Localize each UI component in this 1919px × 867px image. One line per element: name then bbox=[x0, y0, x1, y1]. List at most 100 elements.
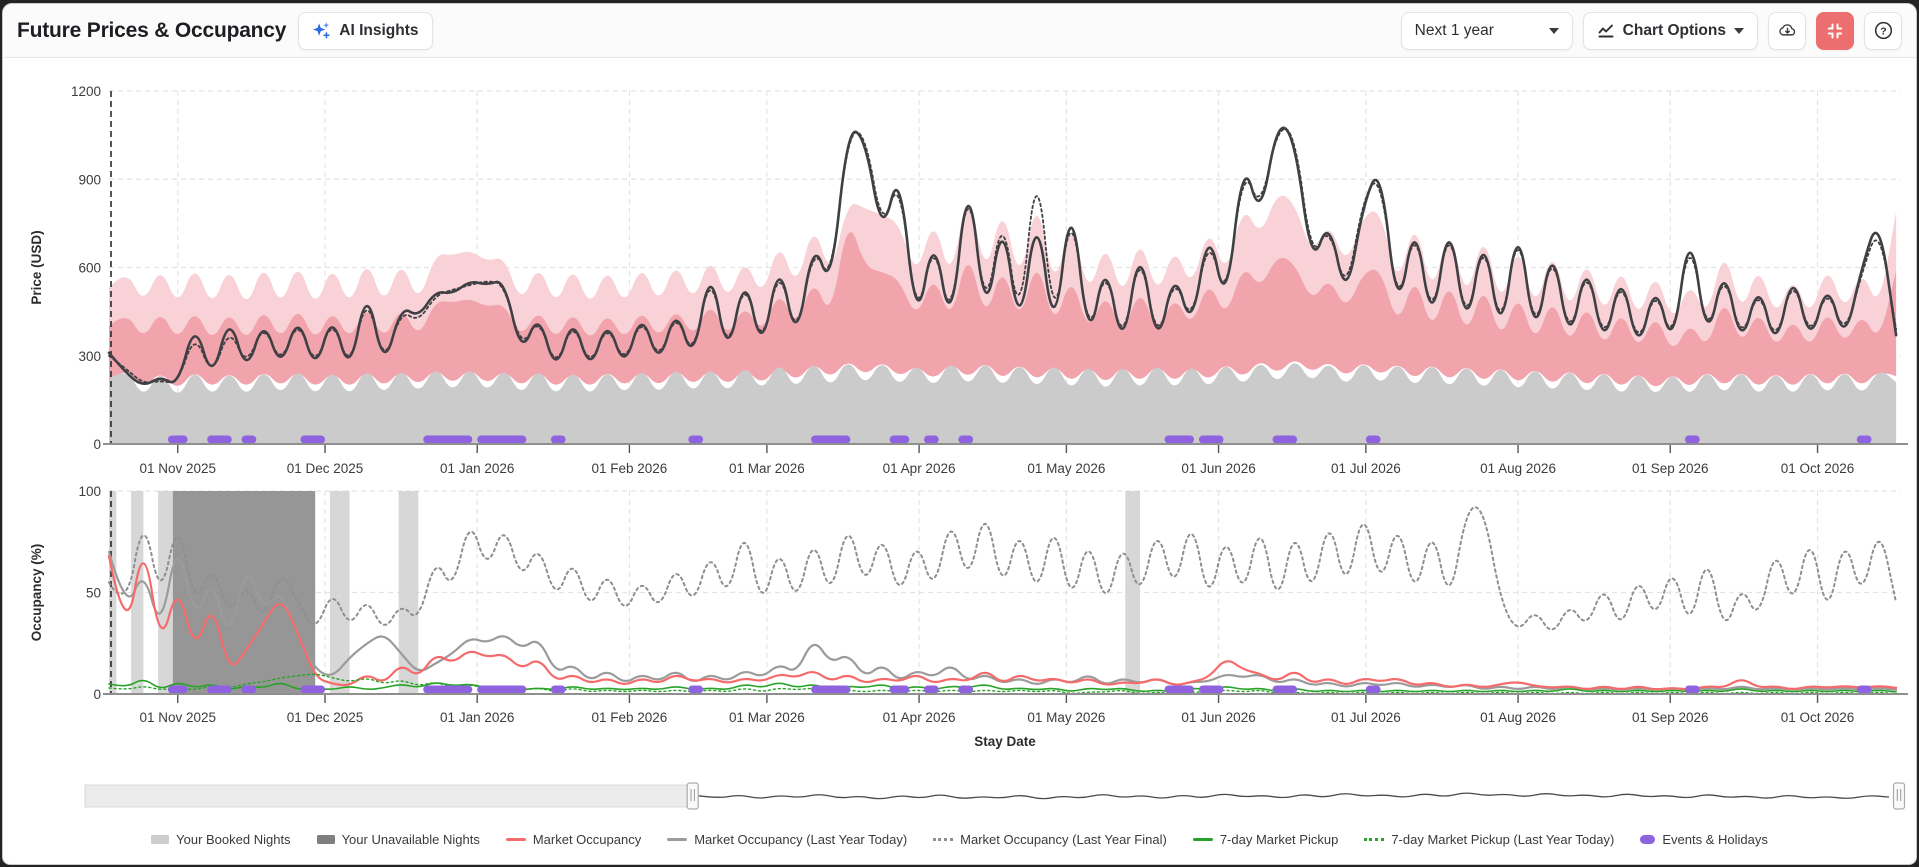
collapse-arrows-icon bbox=[1826, 22, 1844, 40]
price-chart bbox=[107, 91, 1898, 444]
price-solid-line bbox=[107, 126, 1898, 385]
download-button[interactable] bbox=[1768, 11, 1806, 50]
event-pill bbox=[1198, 435, 1224, 444]
ai-sparkle-icon bbox=[312, 21, 331, 40]
legend-label: Your Unavailable Nights bbox=[341, 832, 480, 847]
navigator-unselected-track[interactable] bbox=[84, 784, 694, 808]
event-pill bbox=[1164, 685, 1195, 694]
caret-down-icon bbox=[1548, 27, 1559, 34]
legend-item-your-unavailable-nights[interactable]: Your Unavailable Nights bbox=[316, 832, 480, 847]
legend-swatch-line bbox=[667, 838, 688, 841]
event-pill bbox=[811, 435, 851, 444]
price-month-label: 01 Dec 2025 bbox=[287, 461, 364, 476]
help-icon: ? bbox=[1873, 20, 1894, 41]
help-button[interactable]: ? bbox=[1864, 11, 1902, 50]
event-pill bbox=[423, 435, 473, 444]
legend-swatch-pill bbox=[1640, 835, 1656, 844]
event-pill bbox=[1272, 435, 1298, 444]
event-pill bbox=[300, 435, 326, 444]
future-prices-card: Future Prices & Occupancy AI Insights Ne… bbox=[2, 3, 1917, 865]
price-month-label: 01 Apr 2026 bbox=[883, 461, 956, 476]
ai-insights-label: AI Insights bbox=[339, 21, 419, 39]
legend-item-market-occupancy-last-year-final[interactable]: Market Occupancy (Last Year Final) bbox=[933, 832, 1167, 847]
chart-legend: Your Booked Nights Your Unavailable Night… bbox=[3, 832, 1916, 847]
line-chart-icon bbox=[1597, 22, 1615, 40]
event-pill bbox=[1198, 685, 1224, 694]
navigator-handle-left[interactable] bbox=[686, 782, 699, 810]
price-plot-area[interactable] bbox=[109, 91, 1901, 444]
legend-label: Market Occupancy bbox=[532, 832, 642, 847]
occupancy-plot-area[interactable] bbox=[109, 491, 1901, 694]
legend-swatch-line bbox=[1192, 838, 1213, 841]
price-month-label: 01 Aug 2026 bbox=[1480, 461, 1556, 476]
ai-insights-button[interactable]: AI Insights bbox=[298, 11, 433, 50]
navigator bbox=[84, 782, 1906, 810]
event-pill bbox=[1684, 685, 1700, 694]
event-pill bbox=[688, 685, 704, 694]
occ-pickup-line bbox=[108, 679, 1897, 693]
legend-swatch-dotted bbox=[933, 838, 954, 841]
caret-down-icon bbox=[1734, 27, 1744, 34]
navigator-preview-line bbox=[698, 792, 1890, 800]
occ-month-label: 01 Feb 2026 bbox=[592, 710, 668, 725]
stay-date-axis-title: Stay Date bbox=[974, 734, 1036, 749]
event-pill bbox=[923, 685, 939, 694]
occ-month-label: 01 Mar 2026 bbox=[729, 710, 805, 725]
legend-label: Market Occupancy (Last Year Final) bbox=[960, 832, 1167, 847]
price-y-tick-label: 0 bbox=[93, 437, 101, 452]
occ-month-label: 01 Jan 2026 bbox=[440, 710, 514, 725]
occ-market-line bbox=[107, 554, 1898, 691]
price-month-label: 01 Jan 2026 bbox=[440, 461, 514, 476]
legend-item-market-occupancy-last-year-today[interactable]: Market Occupancy (Last Year Today) bbox=[667, 832, 907, 847]
event-pill bbox=[167, 685, 188, 694]
legend-item-7-day-market-pickup-last-year-today[interactable]: 7-day Market Pickup (Last Year Today) bbox=[1364, 832, 1614, 847]
event-pill bbox=[889, 435, 910, 444]
event-pill bbox=[241, 435, 257, 444]
booked-band bbox=[329, 491, 350, 694]
occ-month-label: 01 Jun 2026 bbox=[1181, 710, 1255, 725]
occupancy-chart bbox=[107, 491, 1898, 695]
event-pill bbox=[207, 435, 232, 444]
legend-swatch-dotted bbox=[1364, 838, 1385, 841]
legend-label: 7-day Market Pickup (Last Year Today) bbox=[1391, 832, 1615, 847]
price-month-label: 01 Oct 2026 bbox=[1781, 461, 1855, 476]
occ-month-label: 01 Aug 2026 bbox=[1480, 710, 1556, 725]
event-pill bbox=[300, 685, 326, 694]
legend-swatch-rect bbox=[151, 835, 170, 844]
svg-text:?: ? bbox=[1880, 25, 1886, 37]
occ-y-tick-label: 100 bbox=[78, 484, 101, 499]
chart-options-label: Chart Options bbox=[1622, 21, 1726, 39]
event-pill bbox=[958, 435, 974, 444]
booked-band bbox=[398, 491, 419, 694]
charts-canvas: 0 300 600 900 1200 0 50 100 01 Nov 2025 01 Nov 20… bbox=[29, 84, 1908, 810]
price-base-band bbox=[109, 363, 1897, 444]
event-pill bbox=[1684, 435, 1700, 444]
page-title: Future Prices & Occupancy bbox=[17, 18, 287, 42]
legend-item-events-holidays[interactable]: Events & Holidays bbox=[1640, 832, 1768, 847]
legend-item-your-booked-nights[interactable]: Your Booked Nights bbox=[151, 832, 291, 847]
event-pill bbox=[1365, 435, 1381, 444]
event-pill bbox=[1856, 435, 1872, 444]
toolbar: Future Prices & Occupancy AI Insights Ne… bbox=[3, 4, 1916, 58]
date-range-value: Next 1 year bbox=[1414, 21, 1494, 39]
occ-month-label: 01 Jul 2026 bbox=[1331, 710, 1401, 725]
booked-band bbox=[158, 491, 173, 694]
booked-band bbox=[1125, 491, 1141, 694]
occ-axis-title: Occupancy (%) bbox=[29, 544, 44, 642]
legend-item-7-day-market-pickup[interactable]: 7-day Market Pickup bbox=[1192, 832, 1338, 847]
occ-y-tick-label: 0 bbox=[93, 687, 101, 702]
event-pill bbox=[811, 685, 851, 694]
navigator-handle-right[interactable] bbox=[1892, 782, 1906, 810]
legend-label: Events & Holidays bbox=[1662, 832, 1768, 847]
price-inner-band bbox=[109, 232, 1897, 387]
occ-last-year-final-line bbox=[108, 506, 1898, 631]
date-range-select[interactable]: Next 1 year bbox=[1400, 11, 1573, 50]
occ-pickup-last-year-line bbox=[108, 673, 1897, 695]
event-pill bbox=[1856, 685, 1872, 694]
chart-options-button[interactable]: Chart Options bbox=[1582, 11, 1758, 50]
legend-item-market-occupancy[interactable]: Market Occupancy bbox=[505, 832, 642, 847]
event-pill bbox=[477, 435, 527, 444]
occ-month-label: 01 May 2026 bbox=[1027, 710, 1105, 725]
collapse-button[interactable] bbox=[1816, 11, 1854, 50]
price-axis-title: Price (USD) bbox=[29, 230, 44, 304]
